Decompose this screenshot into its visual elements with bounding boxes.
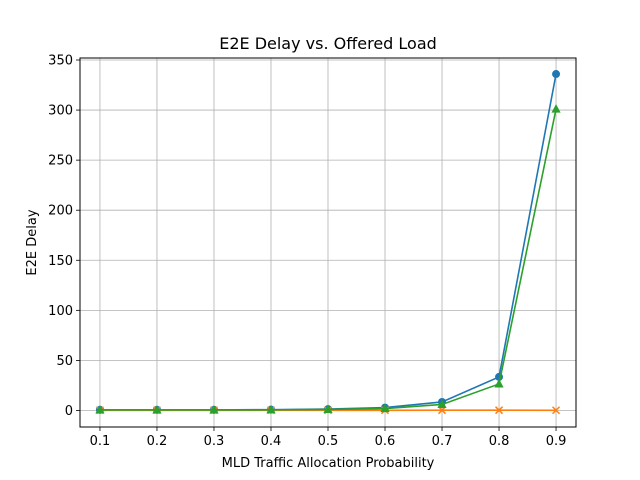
series-3-point <box>380 403 390 413</box>
y-tick-label: 300 <box>48 104 73 119</box>
y-tick-label: 100 <box>48 304 73 319</box>
y-tick-label: 50 <box>56 354 73 369</box>
x-tick-label: 0.9 <box>546 434 567 449</box>
series-3-point <box>152 404 162 414</box>
x-tick-label: 0.6 <box>375 434 396 449</box>
series-3-point <box>323 404 333 413</box>
grid-lines <box>80 58 576 427</box>
plot-area <box>95 70 561 415</box>
y-axis: 0 50 100 150 200 250 300 350 <box>48 54 80 419</box>
series-2-point <box>495 406 504 415</box>
series-1-point <box>552 70 561 79</box>
series-3-point <box>437 399 447 408</box>
series-3-point <box>551 104 561 113</box>
x-tick-label: 0.2 <box>147 434 168 449</box>
series-3-point <box>95 404 105 414</box>
y-tick-label: 350 <box>48 54 73 69</box>
x-tick-label: 0.1 <box>90 434 111 449</box>
y-tick-label: 200 <box>48 204 73 219</box>
x-tick-label: 0.4 <box>261 434 282 449</box>
y-tick-label: 250 <box>48 154 73 169</box>
series-3-point <box>494 378 504 388</box>
chart-title: E2E Delay vs. Offered Load <box>219 34 437 53</box>
y-tick-label: 0 <box>65 404 73 419</box>
x-axis: 0.1 0.2 0.3 0.4 0.5 0.6 0.7 0.8 0.9 <box>90 427 567 449</box>
y-tick-label: 150 <box>48 254 73 269</box>
series-3-point <box>209 404 219 414</box>
x-axis-label: MLD Traffic Allocation Probability <box>222 456 435 471</box>
x-tick-label: 0.5 <box>318 434 339 449</box>
x-tick-label: 0.7 <box>432 434 453 449</box>
series-3-point <box>266 404 276 414</box>
y-axis-label: E2E Delay <box>25 209 40 275</box>
x-tick-label: 0.3 <box>204 434 225 449</box>
x-tick-label: 0.8 <box>489 434 510 449</box>
series-2-point <box>552 406 561 415</box>
